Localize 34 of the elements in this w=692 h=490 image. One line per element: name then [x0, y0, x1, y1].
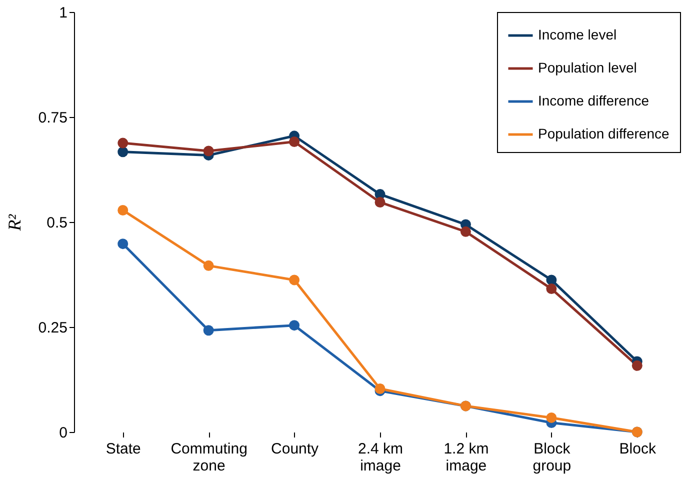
y-tick-label: 1 [59, 4, 68, 22]
point [118, 238, 128, 250]
x-tick-label: County [271, 440, 320, 458]
legend-label: Income level [538, 26, 617, 42]
legend-label: Income difference [538, 92, 650, 108]
y-axis-title: R² [4, 214, 24, 232]
point [118, 205, 128, 216]
point [203, 260, 214, 271]
x-tick-label: Commuting zone [170, 440, 248, 474]
x-tick-label: Block group [532, 440, 572, 474]
point [374, 384, 386, 394]
point [460, 226, 471, 237]
y-tick-label: 0.5 [46, 214, 68, 232]
point [546, 274, 557, 286]
point [289, 320, 300, 331]
point [374, 197, 386, 208]
y-tick-label: 0 [59, 424, 68, 442]
point [546, 412, 557, 423]
y-tick-label: 0.25 [38, 320, 68, 336]
point [289, 274, 300, 286]
point [118, 146, 128, 158]
y-tick-label: 0.75 [38, 110, 68, 126]
point [289, 136, 300, 148]
point [632, 360, 642, 371]
x-tick-label: Block [619, 440, 656, 458]
x-tick-label: 2.4 km image [358, 440, 404, 474]
legend-label: Population level [538, 60, 637, 76]
point [546, 284, 557, 294]
point [203, 146, 214, 156]
point [203, 325, 214, 336]
x-tick-label: 1.2 km image [444, 440, 489, 474]
point [118, 138, 128, 148]
legend-label: Population difference [538, 126, 670, 142]
x-tick-label: State [106, 440, 141, 458]
